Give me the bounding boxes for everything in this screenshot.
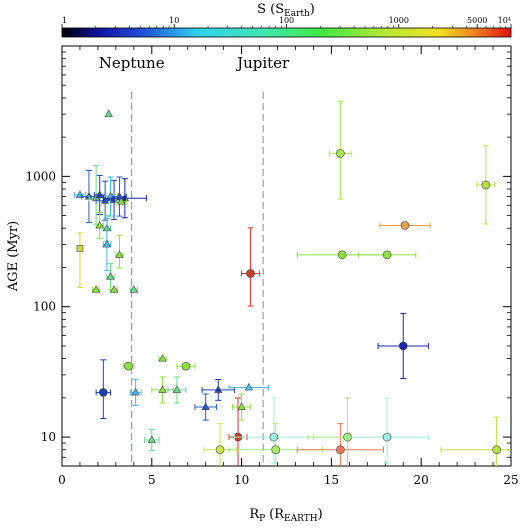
triangle-point — [144, 429, 160, 451]
colorbar-tick-label: 5000 — [467, 16, 487, 25]
circle-marker — [492, 445, 501, 455]
triangle-point — [129, 285, 138, 293]
y-tick-label: 100 — [33, 300, 56, 314]
circle-marker — [336, 149, 345, 158]
axis-ticks: 0 5 10 15 20 25 10 100 1000 — [25, 46, 519, 487]
circle-marker — [398, 341, 408, 351]
circle-marker — [400, 221, 410, 230]
triangle-marker — [172, 385, 182, 393]
triangle-marker — [109, 285, 119, 293]
circle-marker — [336, 445, 345, 455]
circle-point — [345, 397, 429, 464]
triangle-marker — [129, 285, 138, 293]
triangle-marker — [117, 196, 126, 205]
x-tick-label: 15 — [324, 473, 339, 487]
triangle-point — [194, 393, 217, 421]
data-points — [74, 100, 511, 466]
circle-point — [440, 416, 511, 466]
colorbar-tick-label: 1000 — [389, 16, 409, 25]
triangle-marker — [158, 385, 167, 393]
triangle-point — [115, 196, 128, 205]
x-tick-label: 0 — [58, 473, 66, 487]
circle-point — [95, 359, 111, 420]
circle-marker — [124, 361, 133, 371]
colorbar-tick-label: 10⁴ — [498, 16, 511, 25]
circle-point — [476, 145, 496, 225]
triangle-point — [129, 378, 142, 406]
square-point — [76, 232, 84, 289]
y-axis-title: AGE (Myr) — [6, 221, 21, 292]
triangle-point — [92, 285, 101, 293]
reference-lines: Neptune Jupiter — [99, 54, 290, 466]
triangle-marker — [106, 272, 115, 280]
x-axis-title: RP (REARTH) — [249, 507, 322, 524]
circle-point — [241, 227, 261, 307]
triangle-point — [167, 376, 187, 404]
triangle-marker — [92, 285, 101, 293]
circle-point — [122, 361, 135, 371]
triangle-point — [106, 263, 115, 291]
plot-frame — [61, 45, 512, 467]
circle-marker — [382, 250, 392, 260]
circle-point — [377, 312, 429, 380]
triangle-point — [201, 378, 235, 401]
triangle-marker — [95, 220, 104, 229]
circle-marker — [181, 361, 191, 371]
circle-marker — [382, 432, 392, 442]
triangle-marker — [115, 250, 124, 258]
circle-marker — [271, 445, 281, 455]
triangle-marker — [95, 190, 104, 198]
circle-marker — [99, 388, 108, 397]
colorbar-title: S (SEarth) — [257, 2, 315, 19]
colorbar-ticks: 1 10 100 1000 5000 10⁴ — [61, 16, 512, 28]
circle-point — [357, 250, 417, 260]
triangle-point — [111, 176, 128, 217]
square-marker — [76, 245, 84, 252]
circle-marker — [337, 250, 347, 260]
x-tick-label: 20 — [414, 473, 429, 487]
triangle-point — [102, 178, 147, 219]
x-tick-label: 10 — [234, 473, 249, 487]
triangle-point — [158, 353, 167, 362]
circle-marker — [481, 180, 491, 190]
colorbar-gradient — [61, 27, 512, 38]
triangle-point — [104, 109, 113, 118]
circle-marker — [215, 445, 225, 455]
circle-point — [176, 361, 196, 371]
triangle-marker — [104, 109, 113, 118]
triangle-marker — [147, 435, 156, 443]
reference-label-jupiter: Jupiter — [235, 54, 290, 72]
colorbar-tick-label: 10 — [169, 16, 179, 25]
circle-marker — [246, 269, 255, 278]
triangle-point — [109, 285, 119, 293]
triangle-marker — [102, 239, 112, 248]
triangle-marker — [237, 402, 246, 410]
circle-point — [329, 100, 352, 200]
triangle-point — [232, 393, 252, 421]
reference-label-neptune: Neptune — [99, 54, 165, 72]
triangle-marker — [244, 382, 253, 391]
triangle-point — [228, 382, 270, 391]
circle-point — [307, 397, 388, 466]
colorbar-tick-label: 1 — [62, 16, 67, 25]
triangle-marker — [158, 353, 167, 362]
circle-marker — [269, 432, 279, 442]
circle-point — [379, 221, 431, 230]
triangle-point — [115, 234, 124, 269]
x-tick-label: 5 — [148, 473, 156, 487]
colorbar: S (SEarth) 1 10 100 1000 5000 10⁴ — [61, 2, 512, 38]
circle-point — [296, 423, 384, 466]
y-tick-label: 1000 — [25, 169, 56, 183]
x-tick-label: 25 — [503, 473, 518, 487]
triangle-marker — [214, 385, 223, 393]
triangle-point — [102, 217, 112, 272]
triangle-marker — [131, 387, 140, 396]
circle-point — [203, 423, 237, 466]
triangle-point — [95, 211, 104, 240]
colorbar-tick-label: 100 — [279, 16, 294, 25]
triangle-marker — [201, 402, 210, 410]
y-tick-label: 10 — [41, 430, 56, 444]
